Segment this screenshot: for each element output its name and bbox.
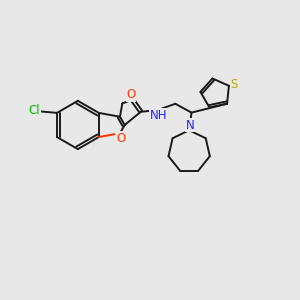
Text: S: S [230,78,238,91]
Text: NH: NH [150,109,168,122]
Text: O: O [116,132,125,145]
Text: O: O [126,88,136,101]
Text: Cl: Cl [28,104,40,117]
Text: N: N [185,119,194,132]
